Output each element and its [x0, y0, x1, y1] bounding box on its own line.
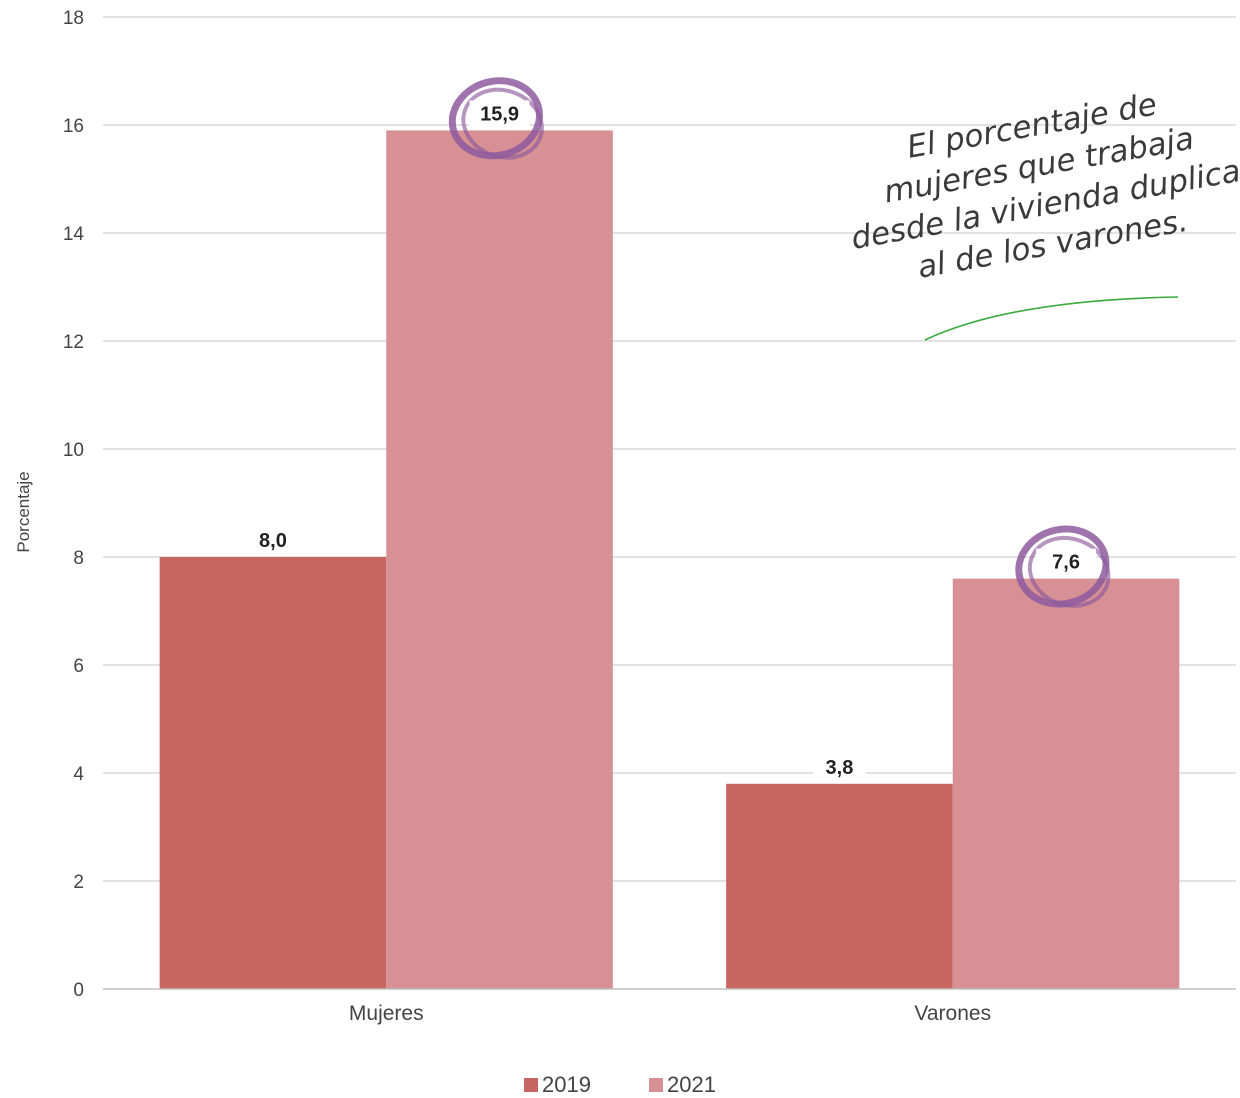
legend-label-2021: 2021: [667, 1072, 716, 1097]
bar-mujeres-2021: [386, 130, 613, 989]
highlight-stroke-inner: [461, 87, 544, 160]
legend-item-2019: 2019: [524, 1072, 591, 1098]
bar-mujeres-2019: [159, 557, 387, 989]
y-axis-label: Porcentaje: [14, 471, 33, 552]
bars: [159, 130, 1180, 989]
data-labels: 8,0 15,9 3,8 7,6: [246, 103, 1080, 780]
y-tick-label-18: 18: [63, 8, 84, 29]
legend-item-2021: 2021: [649, 1072, 716, 1098]
highlight-stroke-outer: [448, 77, 543, 160]
y-axis-ticks: 0 2 4 6 8 10 12 14 16 18: [63, 8, 85, 1001]
y-tick-label-4: 4: [73, 764, 84, 785]
legend: 2019 2021: [0, 1072, 1240, 1098]
legend-swatch-2019: [524, 1078, 539, 1092]
y-tick-label-2: 2: [73, 872, 84, 893]
highlight-circles: [448, 77, 1111, 608]
annotation-arrow: [924, 296, 1179, 341]
y-tick-label-12: 12: [63, 332, 84, 353]
data-label-background: [246, 527, 299, 553]
highlight-stroke-outer: [1015, 525, 1110, 608]
bar-chart: 0 2 4 6 8 10 12 14 16 18 Porcentaje 8,0 15,9 3,8 7,6…: [14, 8, 1240, 1025]
data-label-background: [1036, 548, 1097, 575]
highlight-circle-mujeres: [448, 77, 544, 160]
data-label-background: [469, 100, 530, 127]
data-label-background: [813, 753, 866, 780]
data-label-varones-2021: 7,6: [1052, 552, 1080, 574]
y-tick-label-10: 10: [63, 440, 84, 461]
bar-varones-2019: [726, 783, 953, 989]
highlight-stroke-inner: [1027, 535, 1111, 608]
x-category-label-mujeres: Mujeres: [349, 1002, 424, 1025]
annotation-note: El porcentaje de mujeres que trabaja des…: [849, 86, 1240, 285]
y-tick-label-8: 8: [73, 548, 84, 569]
y-tick-label-16: 16: [63, 116, 84, 137]
data-label-varones-2019: 3,8: [826, 757, 854, 779]
y-tick-label-6: 6: [73, 656, 84, 677]
y-tick-label-14: 14: [63, 224, 85, 245]
legend-swatch-2021: [649, 1078, 663, 1092]
x-category-label-varones: Varones: [914, 1002, 991, 1025]
bar-varones-2021: [952, 578, 1180, 989]
data-label-mujeres-2021: 15,9: [480, 103, 519, 125]
y-tick-label-0: 0: [73, 980, 84, 1001]
highlight-circle-varones: [1015, 525, 1111, 608]
x-axis-categories: Mujeres Varones: [349, 1002, 991, 1025]
data-label-mujeres-2019: 8,0: [259, 530, 287, 552]
legend-label-2019: 2019: [542, 1072, 591, 1097]
